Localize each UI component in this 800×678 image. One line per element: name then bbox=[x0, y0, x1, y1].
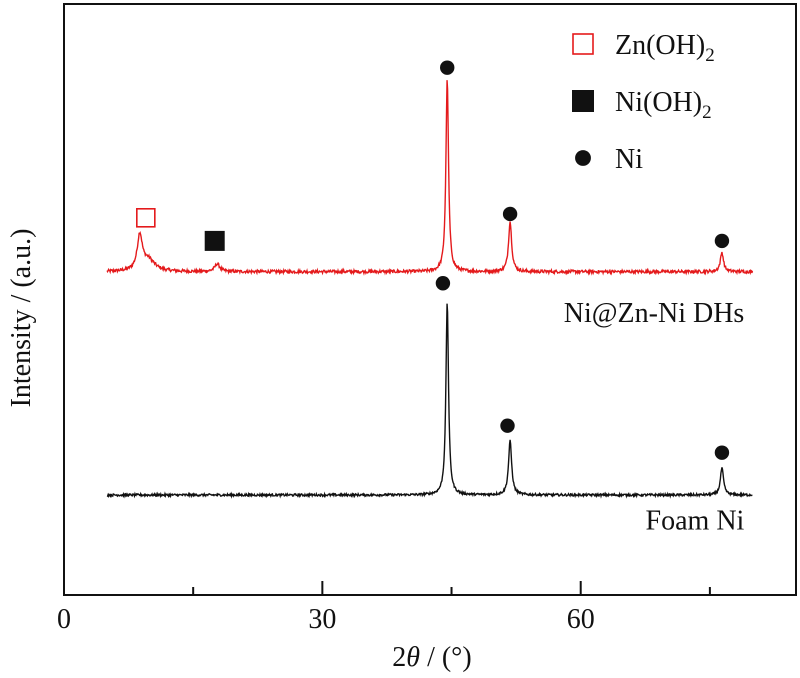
marker-filled-square bbox=[204, 230, 225, 251]
legend-symbol-1 bbox=[572, 90, 594, 112]
legend-label-text: Zn(OH) bbox=[615, 30, 705, 61]
x-tick-label: 60 bbox=[567, 604, 595, 635]
x-axis-label: 2θ / (°) bbox=[392, 642, 471, 673]
series-label-layer: Ni@Zn-Ni DHs Foam Ni bbox=[564, 298, 745, 537]
series-label-1: Foam Ni bbox=[646, 506, 745, 537]
series-label-0: Ni@Zn-Ni DHs bbox=[564, 298, 745, 329]
marker-dot bbox=[714, 233, 730, 249]
marker-dot bbox=[435, 276, 451, 291]
x-axis-label-prefix: 2 bbox=[392, 642, 406, 673]
legend: Zn(OH)2Ni(OH)2Ni bbox=[572, 30, 715, 175]
marker-dot bbox=[714, 445, 730, 460]
marker-dot bbox=[502, 206, 518, 222]
legend-label-text: Ni bbox=[615, 144, 643, 175]
x-axis-label-symbol: θ bbox=[406, 642, 420, 673]
legend-symbol-0 bbox=[572, 33, 594, 55]
series-line-1 bbox=[106, 303, 753, 499]
legend-label-0: Zn(OH)2 bbox=[615, 30, 715, 66]
legend-label-2: Ni bbox=[615, 144, 643, 175]
y-axis-label: Intensity / (a.u.) bbox=[6, 229, 37, 408]
series-layer bbox=[106, 80, 754, 499]
x-tick-label: 30 bbox=[308, 604, 336, 635]
marker-dot bbox=[500, 418, 515, 433]
x-tick-label: 0 bbox=[57, 604, 71, 635]
legend-label-subscript: 2 bbox=[705, 45, 715, 66]
series-line-0 bbox=[106, 80, 754, 276]
marker-layer bbox=[136, 60, 730, 460]
legend-label-text: Ni(OH) bbox=[615, 87, 702, 118]
marker-open-square bbox=[136, 208, 156, 228]
x-axis-label-suffix: / (°) bbox=[420, 642, 472, 673]
plot-frame bbox=[63, 3, 797, 596]
x-ticks: 0 30 60 bbox=[57, 581, 711, 635]
legend-label-subscript: 2 bbox=[702, 102, 712, 123]
legend-label-1: Ni(OH)2 bbox=[615, 87, 712, 123]
legend-symbol-2 bbox=[575, 150, 591, 166]
marker-dot bbox=[440, 60, 455, 75]
